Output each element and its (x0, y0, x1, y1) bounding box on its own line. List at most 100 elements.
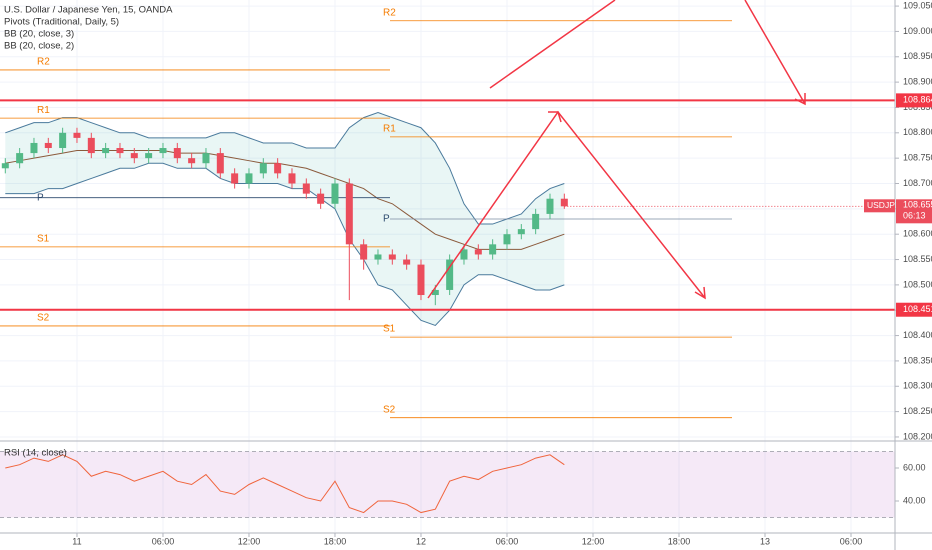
band-middle (5, 150, 565, 250)
y-tick-label: 108.900 (903, 76, 932, 86)
candle-body (560, 198, 568, 207)
last-price-tag (896, 199, 932, 224)
legend-indicator: BB (20, close, 3) (4, 29, 74, 40)
pivot-label: R1 (383, 124, 396, 135)
y-tick-label: 108.750 (903, 153, 932, 163)
y-tick-label: 108.500 (903, 279, 932, 289)
candle-body (188, 158, 196, 164)
pivot-label: R1 (37, 105, 50, 116)
y-tick-label: 108.700 (903, 178, 932, 188)
candle-body (503, 234, 511, 245)
labels: U.S. Dollar / Japanese Yen, 15, OANDA Pi… (4, 5, 173, 459)
candle-body (59, 132, 67, 149)
candle-body (173, 148, 181, 159)
pivot-label: S1 (383, 324, 396, 335)
y-tick-label: 108.950 (903, 51, 932, 61)
candle-body (345, 183, 353, 245)
y-tick-label: 108.300 (903, 381, 932, 391)
candle-body (16, 153, 24, 164)
legend-indicator: BB (20, close, 2) (4, 41, 74, 52)
candle-body (460, 249, 468, 260)
arrow-head (794, 93, 806, 106)
candle-body (546, 198, 554, 214)
trend-arrow (744, 0, 806, 105)
candle-body (30, 142, 38, 154)
legend-indicator: Pivots (Traditional, Daily, 5) (4, 17, 119, 28)
price-tag (896, 93, 932, 108)
candle-body (489, 244, 497, 255)
candle-body (1, 163, 9, 169)
candle-body (302, 183, 310, 194)
pivot-label: R2 (383, 7, 396, 18)
last-price-label: 108.655 (903, 200, 932, 210)
candle-body (474, 249, 482, 255)
symbol-tag-label: USDJPY (867, 200, 901, 210)
candle-body (159, 148, 167, 154)
candle-body (202, 153, 210, 164)
candle-body (431, 289, 439, 296)
drawings (427, 0, 806, 300)
y-tick-label: 108.250 (903, 406, 932, 416)
band-lower (5, 162, 565, 327)
price-tag-label: 108.451 (903, 304, 932, 314)
y-tick-label: 109.000 (903, 26, 932, 36)
candle-body (130, 153, 138, 159)
y-tick-label: 108.550 (903, 254, 932, 264)
y-tick-label: 108.800 (903, 127, 932, 137)
x-tick-label: 06:00 (152, 536, 175, 546)
x-tick-label: 18:00 (668, 536, 691, 546)
y-tick-label: 40.00 (903, 495, 926, 505)
candle-body (102, 148, 110, 154)
candle-body (245, 173, 253, 184)
price-tag-label: 108.864 (903, 95, 932, 105)
candle-body (374, 254, 382, 260)
candle-body (360, 244, 368, 260)
candle-body (388, 254, 396, 260)
x-tick-label: 13 (760, 536, 770, 546)
band-upper (5, 112, 565, 225)
rsi-line (5, 454, 565, 514)
x-tick-label: 18:00 (324, 536, 347, 546)
legend-title: U.S. Dollar / Japanese Yen, 15, OANDA (4, 5, 173, 16)
candle-body (331, 183, 339, 204)
x-tick-label: 12:00 (238, 536, 261, 546)
x-tick-label: 06:00 (840, 536, 863, 546)
y-tick-label: 60.00 (903, 462, 926, 472)
candle-body (116, 148, 124, 154)
pivot-label: P (37, 192, 44, 203)
trend-arrow (489, 0, 616, 89)
band-fill (5, 112, 565, 326)
pivot-label: S1 (37, 234, 50, 245)
arrow-head (548, 111, 562, 123)
pivot-label: S2 (37, 313, 50, 324)
candle-body (216, 153, 224, 174)
y-tick-label: 108.350 (903, 355, 932, 365)
price-tag (896, 302, 932, 317)
y-tick-label: 109.050 (903, 0, 932, 10)
candle-body (73, 132, 81, 138)
x-tick-label: 12 (416, 536, 426, 546)
candle-body (317, 193, 325, 204)
countdown-label: 06:13 (903, 211, 926, 221)
y-tick-label: 108.400 (903, 330, 932, 340)
x-tick-label: 11 (72, 536, 81, 546)
rsi-title: RSI (14, close) (4, 448, 67, 459)
candle-body (446, 259, 454, 290)
pivot-label: R2 (37, 57, 50, 68)
candle-body (288, 173, 296, 184)
candle-body (417, 264, 425, 296)
y-tick-label: 108.200 (903, 431, 932, 441)
candle-body (517, 229, 525, 235)
candle-body (259, 163, 267, 174)
candle-body (274, 163, 282, 174)
x-tick-label: 06:00 (496, 536, 519, 546)
arrow-head (694, 286, 706, 300)
candle-body (44, 142, 52, 149)
candle-body (403, 259, 411, 265)
y-tick-label: 108.600 (903, 229, 932, 239)
candle-body (87, 137, 95, 154)
symbol-tag (864, 199, 895, 213)
